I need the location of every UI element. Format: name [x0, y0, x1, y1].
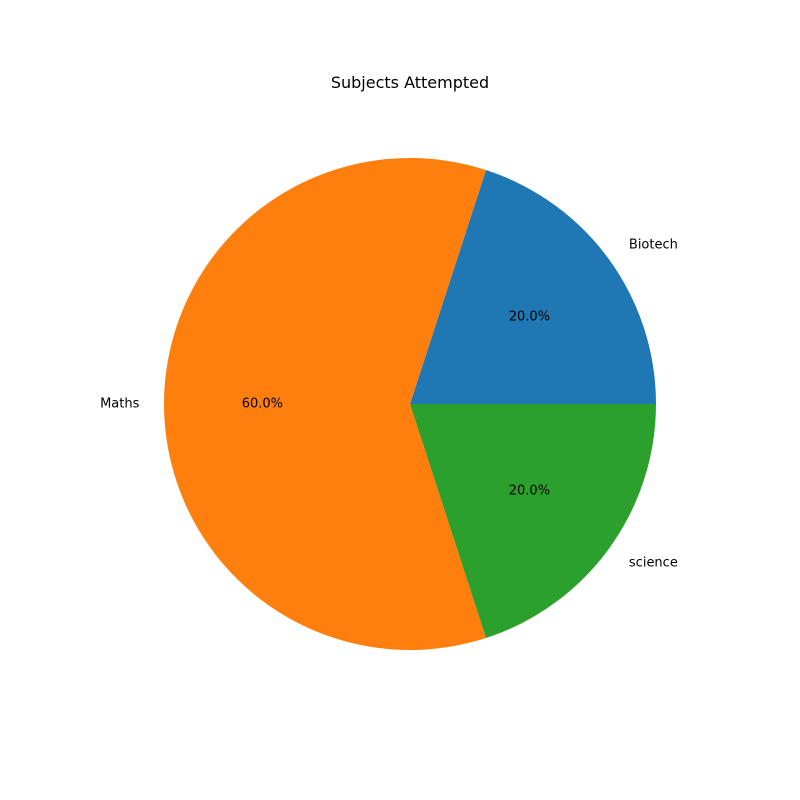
pie-labels: Biotech 20.0% Maths 60.0% science 20.0%	[100, 237, 678, 570]
slice-label-science: science	[629, 556, 678, 571]
pie-slice-maths	[164, 157, 487, 651]
pie-slices	[164, 157, 656, 651]
percent-label-science: 20.0%	[509, 483, 550, 498]
percent-label-maths: 60.0%	[242, 397, 283, 412]
percent-label-biotech: 20.0%	[509, 310, 550, 325]
slice-label-biotech: Biotech	[629, 237, 678, 252]
pie-slice-science	[410, 404, 656, 638]
pie-slice-biotech	[410, 170, 656, 404]
chart-title: Subjects Attempted	[331, 73, 489, 92]
slice-label-maths: Maths	[100, 397, 140, 412]
